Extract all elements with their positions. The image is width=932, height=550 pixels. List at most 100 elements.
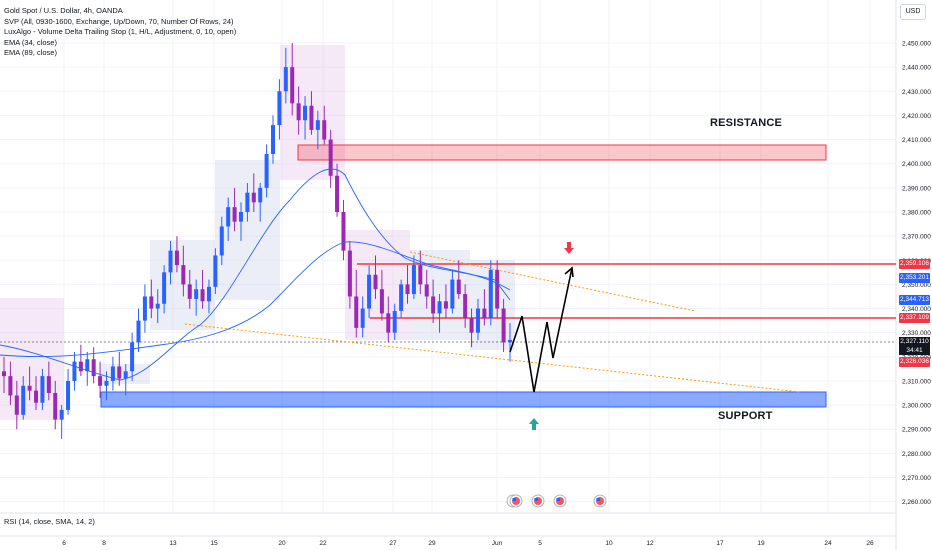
svp-indicator-label[interactable]: SVP (All, 0930-1600, Exchange, Up/Down, …: [4, 16, 234, 26]
ema34-indicator-label[interactable]: EMA (34, close): [4, 37, 57, 47]
candle-body: [431, 296, 436, 314]
candle-body: [21, 385, 26, 415]
candle: [283, 47, 288, 104]
price-tick-label: 2,430.000: [902, 89, 931, 96]
price-tick-label: 2,390.000: [902, 185, 931, 192]
candle-body: [475, 308, 480, 333]
price-tick-label: 2,280.000: [902, 451, 931, 458]
time-tick-label: 5: [538, 540, 542, 547]
candle-body: [219, 226, 224, 256]
price-tick-label: 2,370.000: [902, 234, 931, 241]
price-tick-label: 2,310.000: [902, 378, 931, 385]
candle: [130, 332, 135, 381]
chart-legend: Gold Spot / U.S. Dollar, 4h, OANDA SVP (…: [4, 6, 236, 59]
candle-body: [443, 301, 448, 309]
price-tag-2353: 2,353.201: [899, 273, 930, 283]
projection-arrowhead: [564, 266, 574, 278]
candle: [290, 43, 295, 116]
symbol-title[interactable]: Gold Spot / U.S. Dollar, 4h, OANDA: [4, 6, 123, 15]
candle: [98, 361, 103, 398]
candle-body: [40, 376, 45, 403]
candle-body: [399, 284, 404, 311]
down-arrow-icon: [564, 242, 574, 254]
candle-body: [277, 91, 282, 126]
candle: [443, 284, 448, 319]
candle: [34, 376, 39, 410]
candle-body: [181, 265, 186, 285]
candle-body: [117, 366, 122, 379]
candle-body: [232, 207, 237, 222]
candle-body: [213, 255, 218, 287]
candle-body: [8, 376, 13, 396]
candle-body: [78, 361, 83, 372]
candle: [213, 248, 218, 295]
candle: [194, 279, 199, 316]
candle: [322, 105, 327, 145]
up-arrow-icon: [529, 418, 539, 430]
price-tick-label: 2,300.000: [902, 403, 931, 410]
candle: [238, 202, 243, 241]
currency-button[interactable]: USD: [900, 4, 926, 20]
candle-body: [488, 269, 493, 319]
price-axis[interactable]: 2,450.000 2,440.000 2,430.000 2,420.000 2,41…: [902, 41, 931, 507]
candle: [251, 173, 256, 212]
candle: [354, 269, 359, 338]
candle-body: [174, 250, 179, 266]
candle-body: [194, 289, 199, 299]
candle: [335, 163, 340, 217]
candle-body: [59, 409, 64, 420]
candle-body: [411, 265, 416, 295]
candle: [405, 265, 410, 304]
candle: [27, 366, 32, 401]
candle: [424, 269, 429, 309]
candle: [315, 110, 320, 150]
candle-body: [283, 67, 288, 92]
candle: [450, 269, 455, 314]
candle-body: [379, 289, 384, 314]
candle-body: [392, 310, 397, 333]
candle: [482, 289, 487, 326]
candle: [341, 199, 346, 261]
candle: [136, 308, 141, 352]
price-tick-label: 2,260.000: [902, 499, 931, 506]
candle-body: [360, 308, 365, 328]
candle-body: [72, 361, 77, 381]
candle-body: [469, 318, 474, 333]
candle-body: [405, 284, 410, 295]
volume-profile-boxes: [0, 45, 515, 420]
candle: [508, 323, 512, 362]
time-tick-label: 6: [62, 540, 66, 547]
candle: [142, 284, 147, 333]
candle: [379, 269, 384, 321]
support-zone: [100, 391, 827, 408]
candles: [2, 43, 512, 439]
price-tick-label: 2,270.000: [902, 475, 931, 482]
ema89-indicator-label[interactable]: EMA (89, close): [4, 48, 57, 57]
candle: [200, 269, 205, 309]
price-tick-label: 2,290.000: [902, 427, 931, 434]
economic-event-icons: [506, 494, 607, 508]
candle: [46, 361, 51, 401]
price-tag-2344: 2,344.713: [899, 295, 930, 305]
candle-body: [206, 286, 211, 302]
candle-body: [315, 120, 320, 130]
candle: [21, 376, 26, 420]
candle-body: [130, 342, 135, 372]
candle: [463, 284, 468, 328]
candle: [399, 279, 404, 319]
luxalgo-indicator-label[interactable]: LuxAlgo - Volume Delta Trailing Stop (1,…: [4, 27, 237, 36]
candle-body: [264, 154, 269, 188]
candle: [271, 115, 276, 164]
time-tick-label: 22: [319, 540, 327, 547]
candle-body: [27, 385, 32, 391]
price-tag-2359: 2,359.106: [899, 259, 930, 269]
candle: [206, 279, 211, 314]
candle-body: [501, 308, 506, 343]
candle-body: [456, 279, 461, 295]
rsi-indicator-label[interactable]: RSI (14, close, SMA, 14, 2): [4, 517, 95, 526]
candle: [2, 356, 6, 394]
current-price-tag: 2,327.110 34:41: [899, 337, 930, 355]
candle: [53, 380, 58, 430]
time-axis[interactable]: 6 8 13 15 20 22 27 29 Jun 5 10 12 17 19 24 26: [62, 540, 874, 547]
